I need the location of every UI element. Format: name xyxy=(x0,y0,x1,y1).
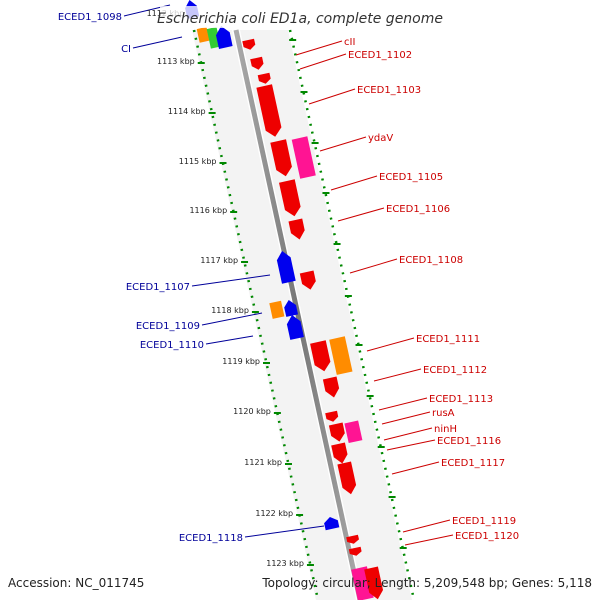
gene-feature-red xyxy=(299,270,316,290)
left-gene-label[interactable]: ECED1_1109 xyxy=(136,321,200,332)
gene-feature-pink xyxy=(344,420,363,443)
right-leader-line xyxy=(404,534,454,546)
left-gene-label[interactable]: ECED1_1118 xyxy=(179,533,243,544)
right-leader-line xyxy=(330,175,378,191)
right-leader-line xyxy=(337,207,385,222)
kbp-tick-label: 1115 kbp xyxy=(179,157,217,166)
right-gene-labels: cII ECED1_1102 ECED1_1103 ydaV ECED1_1105 ECE… xyxy=(295,37,519,546)
gene-feature-orange xyxy=(196,26,210,43)
right-leader-line xyxy=(386,439,436,451)
gene-feature-blue xyxy=(286,315,304,340)
right-gene-label[interactable]: ECED1_1102 xyxy=(348,50,412,61)
gene-feature-red xyxy=(364,566,383,600)
kbp-tick-label: 1123 kbp xyxy=(266,559,304,568)
right-gene-label[interactable]: cII xyxy=(344,37,355,48)
gene-feature-red xyxy=(325,410,339,422)
gene-feature-orange xyxy=(269,300,285,319)
left-gene-label[interactable]: ECED1_1110 xyxy=(140,340,204,351)
left-leader-line xyxy=(201,312,263,326)
left-leader-line xyxy=(205,335,254,345)
gene-feature-red xyxy=(337,461,357,495)
gene-feature-orange xyxy=(329,336,353,375)
right-gene-label[interactable]: ECED1_1116 xyxy=(437,436,501,447)
right-leader-line xyxy=(402,519,451,533)
right-gene-label[interactable]: ECED1_1108 xyxy=(399,255,463,266)
gene-feature-red xyxy=(348,546,362,556)
right-leader-line xyxy=(383,427,433,441)
right-gene-label[interactable]: ECED1_1105 xyxy=(379,172,443,183)
right-leader-line xyxy=(381,411,431,425)
genome-backbone xyxy=(233,29,363,600)
summary-text: Topology: circular; Length: 5,209,548 bp… xyxy=(261,576,592,590)
left-gene-label[interactable]: ECED1_1107 xyxy=(126,282,190,293)
kbp-tick-label: 1117 kbp xyxy=(200,256,238,265)
right-leader-line xyxy=(378,397,428,411)
right-leader-line xyxy=(299,53,347,70)
gene-feature-red xyxy=(322,376,340,398)
gene-feature-red xyxy=(310,340,331,372)
gene-feature-red xyxy=(346,534,359,544)
kbp-tick-label: 1118 kbp xyxy=(211,306,249,315)
accession-text: Accession: NC_011745 xyxy=(8,576,144,590)
gene-feature-red xyxy=(279,179,301,217)
right-leader-line xyxy=(391,461,440,475)
gene-feature-blue xyxy=(324,517,340,531)
kbp-tick-label: 1119 kbp xyxy=(222,357,260,366)
right-leader-line xyxy=(308,88,356,105)
right-gene-label[interactable]: ECED1_1103 xyxy=(357,85,421,96)
right-gene-label[interactable]: ECED1_1117 xyxy=(441,458,505,469)
right-leader-line xyxy=(373,368,422,382)
dotted-track-left xyxy=(192,29,320,600)
gene-feature-blue xyxy=(284,300,298,317)
right-gene-label[interactable]: ECED1_1113 xyxy=(429,394,493,405)
left-leader-line xyxy=(191,274,271,287)
gene-feature-blue xyxy=(216,26,233,49)
gene-feature-red xyxy=(256,84,282,137)
kbp-tick-label: 1113 kbp xyxy=(157,57,195,66)
right-gene-label[interactable]: ECED1_1106 xyxy=(386,204,450,215)
right-gene-label[interactable]: ninH xyxy=(434,424,457,435)
left-gene-labels: ECED1_1098 CI ECED1_1107 ECED1_1109 ECED1_11… xyxy=(58,4,325,544)
gene-feature-red xyxy=(257,72,271,84)
right-gene-label[interactable]: rusA xyxy=(432,408,455,419)
right-gene-label[interactable]: ECED1_1120 xyxy=(455,531,519,542)
left-leader-line xyxy=(132,36,183,49)
gene-feature-blue xyxy=(276,251,296,284)
kbp-tick-label: 1120 kbp xyxy=(233,407,271,416)
right-gene-label[interactable]: ECED1_1112 xyxy=(423,365,487,376)
title-band xyxy=(160,6,440,28)
gene-feature-red xyxy=(242,38,256,50)
gene-feature-red xyxy=(331,442,348,464)
right-gene-label[interactable]: ECED1_1119 xyxy=(452,516,516,527)
gene-feature-red xyxy=(250,56,264,70)
map-title: Escherichia coli ED1a, complete genome xyxy=(157,11,443,27)
gene-feature-red xyxy=(328,422,345,442)
left-gene-label[interactable]: ECED1_1098 xyxy=(58,12,122,23)
right-leader-line xyxy=(366,337,415,352)
kbp-tick-label: 1121 kbp xyxy=(244,458,282,467)
dotted-track-right xyxy=(288,29,416,600)
gene-feature-red xyxy=(270,139,292,177)
right-leader-line xyxy=(319,136,367,152)
gene-features xyxy=(185,0,383,600)
right-leader-line xyxy=(349,258,398,274)
gene-feature-green xyxy=(206,26,221,49)
right-gene-label[interactable]: ydaV xyxy=(368,133,393,144)
gene-feature-pink xyxy=(291,136,316,179)
kbp-tick-label: 1114 kbp xyxy=(168,107,206,116)
dotted-tracks xyxy=(192,29,416,600)
kbp-tick-label: 1122 kbp xyxy=(255,509,293,518)
left-gene-label[interactable]: CI xyxy=(121,44,131,55)
kbp-tick-label: 1116 kbp xyxy=(189,206,227,215)
right-leader-line xyxy=(295,40,343,56)
right-gene-label[interactable]: ECED1_1111 xyxy=(416,334,480,345)
gene-feature-red xyxy=(288,218,305,240)
left-leader-line xyxy=(244,525,325,538)
